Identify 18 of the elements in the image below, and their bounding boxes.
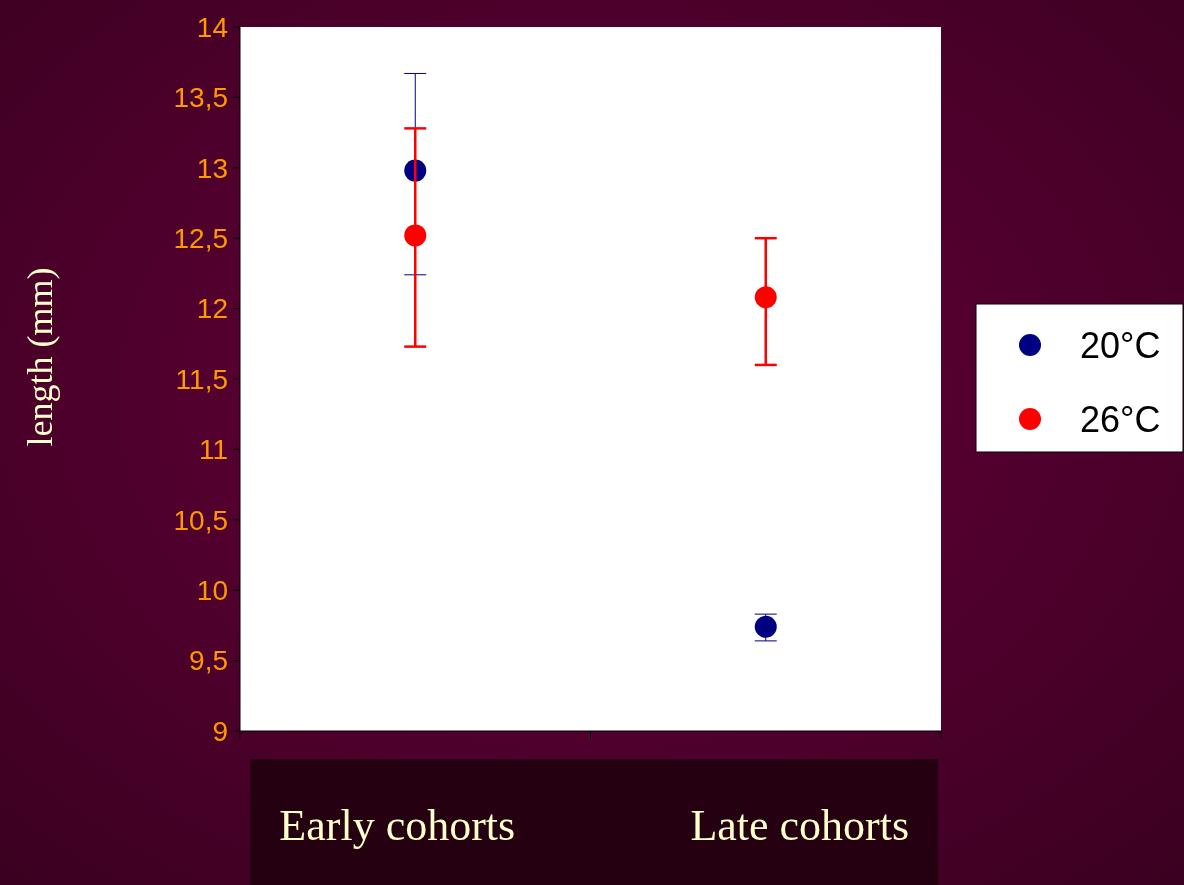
legend-label: 26°C	[1080, 398, 1161, 440]
y-axis-title: length (mm)	[20, 267, 60, 447]
y-tick-label: 11	[198, 434, 228, 466]
point	[404, 224, 427, 247]
y-tick-label: 11,5	[175, 363, 228, 395]
y-tick-label: 14	[196, 11, 228, 43]
y-tick-label: 10,5	[173, 504, 228, 536]
x-tick-label: Late cohorts	[690, 801, 910, 850]
y-tick-label: 12	[196, 293, 228, 325]
y-tick-label: 10	[196, 575, 228, 606]
y-tick-label: 12,5	[173, 223, 228, 254]
y-tick-label: 9,5	[189, 645, 228, 677]
x-tick-label: Early cohorts	[279, 801, 516, 850]
y-tick-label: 9	[212, 715, 228, 747]
legend-label: 20°C	[1080, 324, 1161, 366]
point	[754, 286, 777, 309]
y-tick-label: 13	[196, 152, 228, 184]
y-tick-label: 13,5	[173, 82, 228, 114]
